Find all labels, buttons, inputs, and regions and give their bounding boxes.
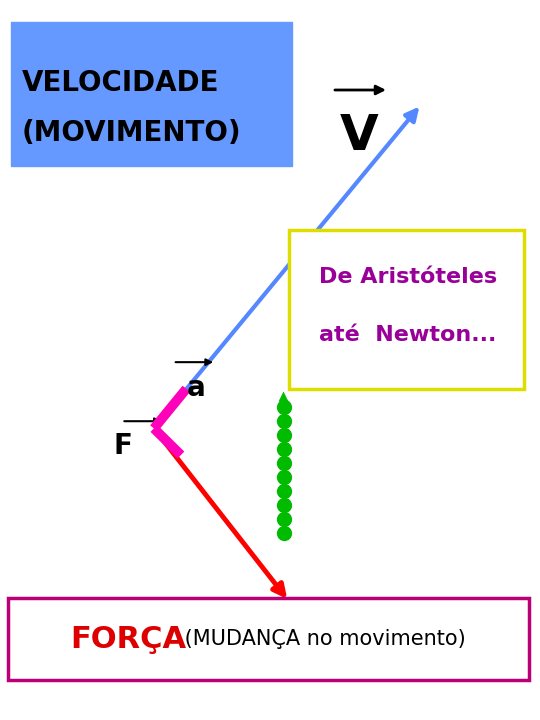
Text: De Aristóteles: De Aristóteles	[319, 267, 497, 287]
Text: F: F	[113, 432, 132, 460]
FancyBboxPatch shape	[11, 22, 292, 166]
Text: até  Newton...: até Newton...	[319, 325, 496, 345]
Text: (MUDANÇA no movimento): (MUDANÇA no movimento)	[178, 629, 466, 649]
Text: a: a	[186, 374, 205, 402]
Text: FORÇA: FORÇA	[70, 625, 186, 654]
Text: (MOVIMENTO): (MOVIMENTO)	[22, 120, 241, 147]
Text: VELOCIDADE: VELOCIDADE	[22, 69, 219, 96]
FancyBboxPatch shape	[289, 230, 524, 389]
FancyBboxPatch shape	[8, 598, 529, 680]
Text: V: V	[340, 112, 379, 160]
